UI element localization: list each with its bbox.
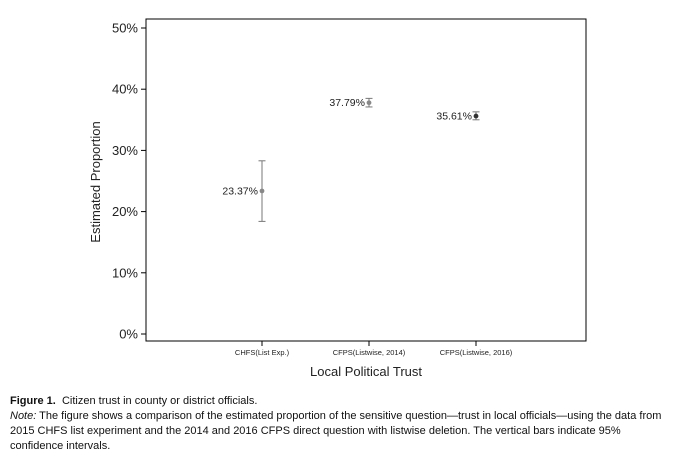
chart: 0% 10% 20% 30% 40% 50% CHFS(List Exp.) CFPS(Li… [88,18,587,379]
x-tick-label: CHFS(List Exp.) [235,348,290,357]
y-tick-label: 20% [112,204,138,219]
data-point [473,113,479,119]
note-label: Note: [10,410,37,422]
data-label: 35.61% [436,111,472,123]
y-tick-label: 40% [112,82,138,97]
figure-title: Citizen trust in county or district offi… [61,395,258,407]
y-tick-label: 30% [112,143,138,158]
x-tick-label: CFPS(Listwise, 2016) [440,348,513,357]
x-axis-title: Local Political Trust [310,364,422,379]
figure-label: Figure 1. [10,395,56,407]
y-tick-label: 0% [119,327,138,342]
y-axis-title: Estimated Proportion [88,121,103,242]
data-point [259,188,265,194]
figure-title-line: Figure 1. Citizen trust in county or dis… [10,394,670,409]
y-axis: 0% 10% 20% 30% 40% 50% [112,21,146,342]
note-text: The figure shows a comparison of the est… [10,410,662,452]
figure-caption: Figure 1. Citizen trust in county or dis… [10,394,670,454]
y-tick-label: 50% [112,21,138,36]
data-marks: 23.37% 37.79% 35.61% [222,97,480,222]
data-label: 37.79% [329,97,365,109]
plot-frame [145,18,587,342]
data-point [366,100,372,106]
x-tick-label: CFPS(Listwise, 2014) [333,348,406,357]
y-tick-label: 10% [112,265,138,280]
x-axis: CHFS(List Exp.) CFPS(Listwise, 2014) CFPS(… [235,341,513,357]
data-label: 23.37% [222,185,258,197]
plot-border [145,18,587,342]
